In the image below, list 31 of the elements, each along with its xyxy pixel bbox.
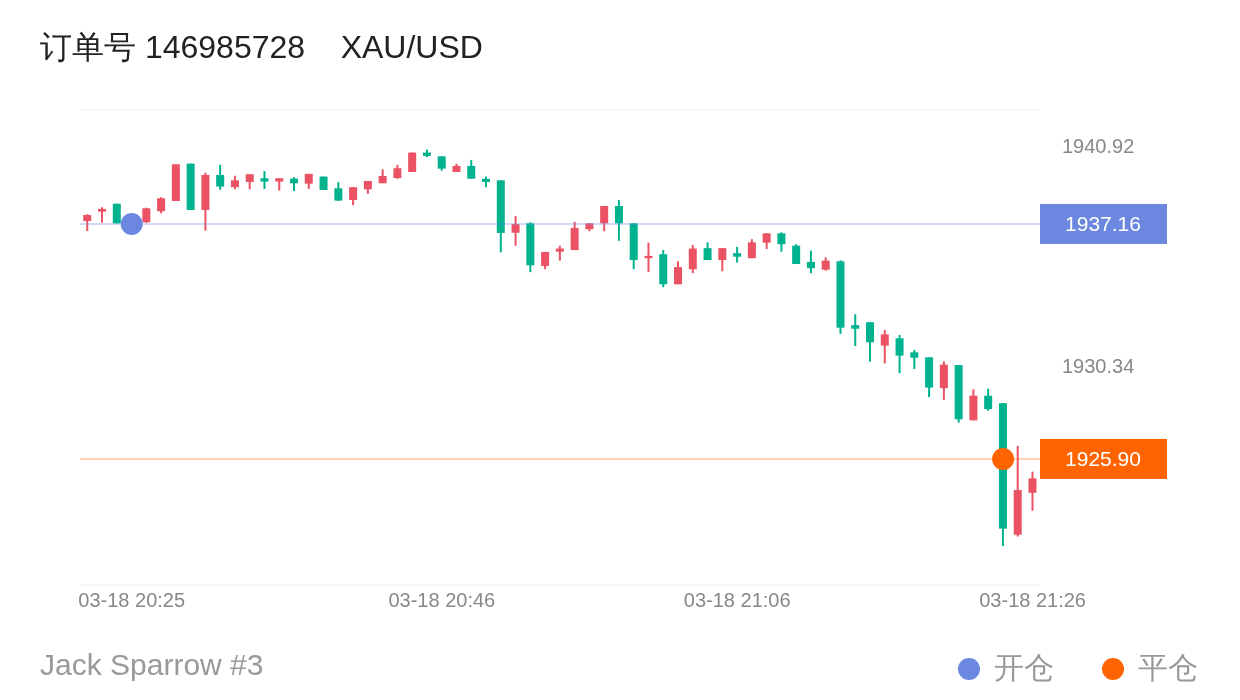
candlestick (851, 313, 860, 348)
x-tick-label: 03-18 21:06 (683, 589, 791, 612)
candlestick (467, 158, 476, 180)
candlestick (895, 333, 904, 375)
candlestick (334, 181, 343, 202)
ref-line-label: 1925.90 (1065, 446, 1141, 470)
candlestick (880, 328, 889, 365)
candlestick (984, 387, 993, 412)
candlestick (806, 249, 815, 275)
candlestick (939, 360, 948, 401)
candlestick (866, 321, 875, 363)
x-tick-label: 03-18 20:25 (78, 589, 186, 612)
chart-title: 订单号 146985728 XAU/USD (40, 28, 483, 67)
candlestick (570, 220, 579, 252)
x-tick-label: 03-18 20:46 (388, 589, 496, 612)
y-tick-label: 1940.92 (1062, 134, 1135, 157)
legend-label: 开仓 (994, 650, 1054, 686)
candlestick (216, 163, 225, 191)
y-tick-label: 1930.34 (1062, 355, 1135, 378)
legend-label: 平仓 (1138, 650, 1198, 686)
x-tick-label: 03-18 21:26 (979, 589, 1086, 612)
candlestick (1028, 470, 1037, 512)
candlestick (688, 244, 697, 275)
text: Jack Sparrow #3 (40, 648, 264, 682)
candlestick (777, 231, 786, 253)
candlestick (600, 205, 609, 233)
candlestick (910, 349, 919, 370)
ref-line-label: 1937.16 (1065, 211, 1141, 235)
candlestick (614, 198, 623, 242)
candlestick (511, 215, 520, 247)
candlestick (718, 247, 727, 273)
